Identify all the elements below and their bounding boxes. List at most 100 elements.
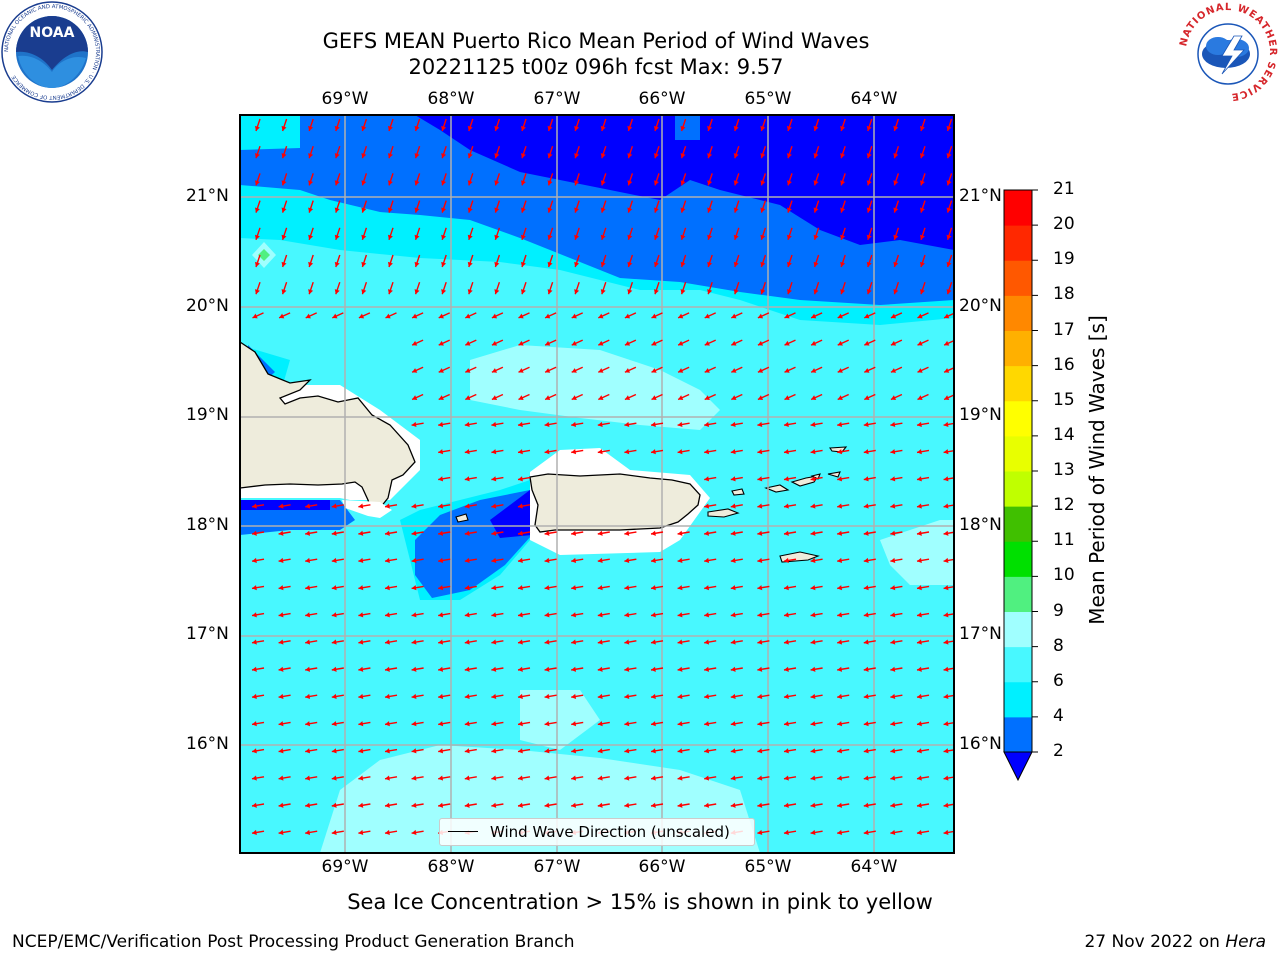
- wind-wave-arrow: [863, 421, 876, 428]
- wind-wave-arrow: [650, 775, 664, 781]
- wind-wave-arrow: [890, 393, 903, 401]
- wind-wave-arrow: [384, 802, 398, 808]
- wind-wave-arrow: [890, 612, 903, 618]
- wind-wave-arrow: [890, 421, 903, 428]
- land-hispaniola: [240, 341, 416, 518]
- wind-wave-arrow: [441, 200, 447, 213]
- wind-wave-arrow: [600, 118, 607, 132]
- wind-wave-arrow: [491, 366, 504, 373]
- wind-wave-arrow: [414, 227, 421, 241]
- wind-wave-arrow: [783, 421, 797, 428]
- gridlines: [240, 115, 954, 853]
- wind-wave-arrow: [384, 829, 398, 836]
- wind-wave-arrow: [704, 339, 716, 346]
- wind-wave-arrow: [331, 530, 344, 536]
- wind-wave-arrow: [544, 748, 557, 754]
- wind-wave-arrow: [331, 666, 344, 672]
- wind-wave-arrow: [840, 254, 846, 268]
- wind-wave-arrow: [624, 312, 637, 319]
- wind-wave-arrow: [917, 366, 929, 373]
- wind-wave-arrow: [571, 557, 584, 564]
- wind-wave-arrow: [411, 748, 424, 754]
- wind-wave-arrow: [361, 254, 368, 268]
- wind-wave-arrow: [677, 693, 690, 700]
- wind-wave-arrow: [916, 666, 930, 672]
- wind-wave-arrow: [730, 748, 743, 754]
- wind-wave-arrow: [784, 393, 796, 401]
- lon-label-bottom: 69°W: [321, 857, 369, 877]
- wind-wave-arrow: [251, 530, 265, 536]
- wind-wave-arrow: [278, 829, 291, 836]
- wind-wave-arrow: [251, 612, 265, 618]
- wind-wave-arrow: [760, 200, 767, 213]
- wind-wave-arrow: [597, 721, 610, 727]
- wind-wave-arrow: [517, 585, 531, 591]
- map-frame: [239, 114, 955, 854]
- wind-wave-arrow: [813, 200, 820, 213]
- colorbar-segment: [1004, 541, 1032, 577]
- wind-wave-arrow: [251, 721, 265, 727]
- wind-wave-arrow: [334, 281, 341, 295]
- wind-wave-arrow: [837, 503, 850, 509]
- wind-wave-arrow: [464, 748, 477, 754]
- wind-wave-arrow: [650, 639, 664, 645]
- wind-wave-arrow: [840, 145, 846, 159]
- wind-wave-arrow: [411, 366, 424, 373]
- wind-wave-arrow: [783, 639, 797, 645]
- wind-wave-arrow: [438, 775, 451, 781]
- wind-wave-arrow: [438, 557, 451, 564]
- wind-wave-arrow: [916, 829, 930, 836]
- wind-wave-arrow: [917, 393, 929, 401]
- wind-wave-arrow: [704, 748, 717, 754]
- wind-wave-arrow: [864, 312, 876, 319]
- wind-wave-arrow: [757, 421, 770, 428]
- period-band-8-9-b: [520, 690, 600, 750]
- wind-wave-arrow: [278, 312, 291, 319]
- colorbar-tick-label: 11: [1053, 530, 1075, 551]
- wind-wave-arrow: [465, 393, 477, 401]
- wind-wave-arrow: [571, 666, 584, 672]
- wind-wave-arrow: [331, 639, 344, 645]
- wind-wave-arrow: [600, 200, 607, 213]
- wind-wave-arrow: [757, 802, 770, 808]
- wind-wave-arrow: [624, 393, 637, 401]
- wind-wave-arrow: [916, 721, 930, 727]
- wind-wave-arrow: [677, 557, 690, 564]
- wind-wave-arrow: [783, 693, 797, 700]
- wind-wave-arrow: [438, 639, 451, 645]
- wind-wave-arrow: [890, 693, 903, 700]
- wind-wave-arrow: [783, 829, 797, 836]
- wind-wave-arrow: [627, 200, 634, 213]
- wind-wave-arrow: [467, 254, 474, 268]
- wind-wave-arrow: [520, 200, 527, 213]
- wind-wave-arrow: [358, 612, 371, 618]
- wind-wave-arrow: [810, 639, 823, 645]
- colorbar-tick-label: 18: [1053, 284, 1075, 305]
- wind-wave-arrow: [358, 829, 371, 836]
- wind-wave-arrow: [866, 173, 873, 186]
- wind-wave-arrow: [438, 476, 451, 482]
- lat-label-right: 20°N: [959, 296, 1002, 316]
- wind-wave-arrow: [332, 312, 344, 319]
- wind-wave-arrow: [916, 748, 930, 754]
- wind-wave-arrow: [278, 666, 291, 672]
- wind-wave-arrow: [491, 476, 504, 482]
- wind-wave-arrow: [278, 802, 291, 808]
- wind-wave-arrow: [890, 503, 903, 509]
- wind-wave-arrow: [520, 254, 527, 268]
- wind-wave-arrow: [254, 118, 261, 132]
- wind-wave-arrow: [890, 585, 903, 591]
- wind-wave-arrow: [571, 421, 584, 428]
- wind-wave-arrow: [677, 802, 690, 808]
- wind-wave-arrow: [866, 227, 873, 241]
- wind-wave-arrow: [438, 503, 451, 509]
- wind-wave-arrow: [916, 557, 930, 564]
- wind-wave-arrow: [251, 748, 265, 754]
- lon-label-top: 69°W: [321, 89, 369, 109]
- wind-wave-arrow: [464, 476, 477, 482]
- wind-wave-arrow: [893, 118, 900, 132]
- wind-wave-arrow: [571, 721, 584, 727]
- wind-wave-arrow: [890, 476, 903, 482]
- wind-wave-arrow: [358, 530, 371, 536]
- wind-wave-arrow: [438, 666, 451, 672]
